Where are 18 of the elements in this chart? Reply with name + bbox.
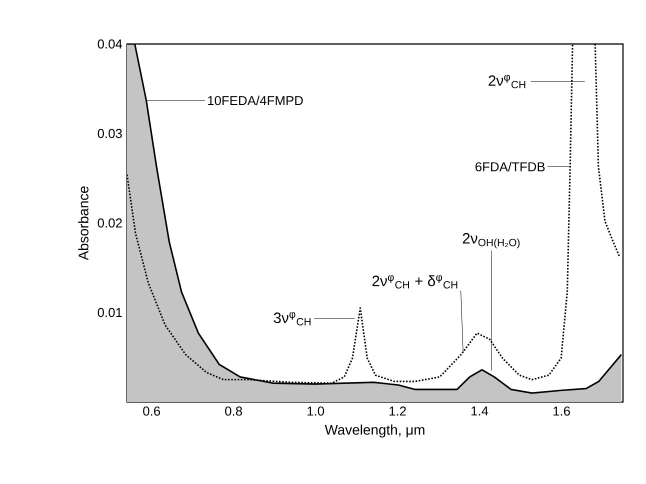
legend-label: 10FEDA/4FMPD (208, 96, 303, 106)
x-axis-title: Wavelength, μm (324, 424, 424, 438)
x-tick-label: 1.0 (308, 406, 324, 416)
series-label: 6FDA/TFDB (476, 162, 545, 172)
y-tick-label: 0.01 (98, 308, 122, 318)
annotation: 2ν$_{OH(H₂O)}$ (462, 233, 520, 248)
x-tick-label: 1.4 (472, 406, 488, 416)
y-axis-title: Absorbance (78, 186, 88, 260)
x-tick-label: 1.6 (554, 406, 570, 416)
y-tick-label: 0.04 (98, 39, 122, 49)
x-tick-label: 0.6 (143, 406, 160, 416)
y-tick-label: 0.02 (98, 218, 122, 228)
y-tick-label: 0.03 (98, 128, 122, 138)
x-tick-label: 0.8 (225, 406, 242, 416)
annotation: 2ν$^{φ}$CH (488, 74, 526, 88)
annotation: 3ν$^{φ}$CH (274, 312, 310, 326)
annotation: 2ν$^{φ}$$_{CH}$ + δ$^{φ}$CH (372, 275, 458, 289)
x-tick-label: 1.2 (390, 406, 406, 416)
